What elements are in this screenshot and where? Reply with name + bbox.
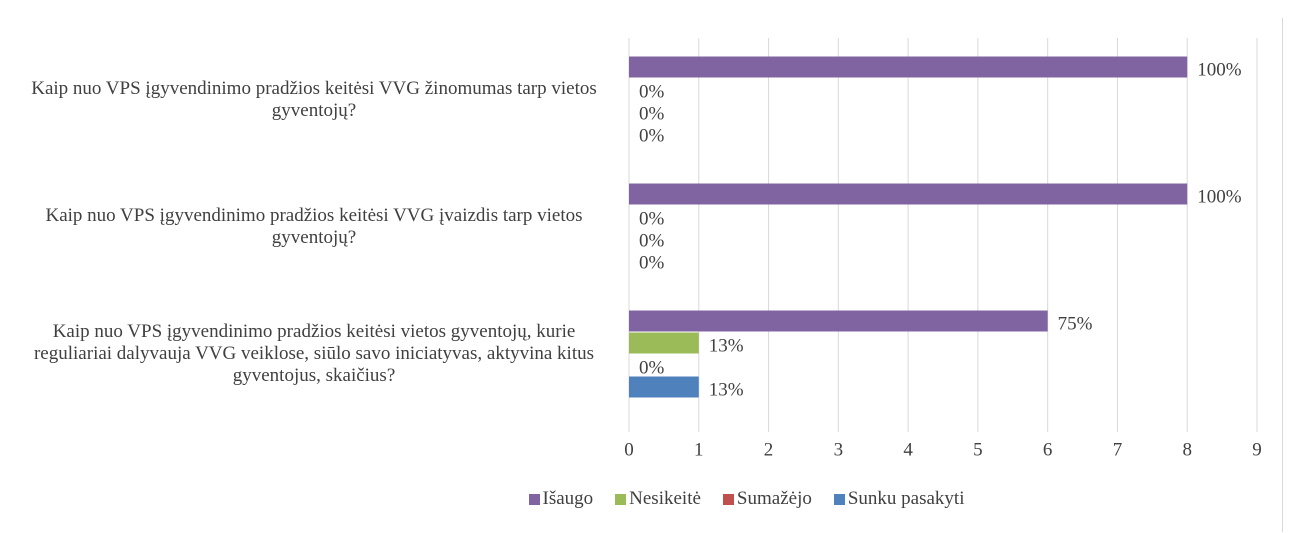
- bar: [629, 332, 699, 354]
- data-label: 13%: [709, 379, 744, 400]
- legend-item: Sunku pasakyti: [833, 488, 965, 510]
- x-tick-label: 2: [764, 439, 774, 460]
- legend-item: Sumažėjo: [722, 488, 812, 510]
- x-tick-label: 3: [834, 439, 844, 460]
- x-tick-label: 1: [694, 439, 704, 460]
- data-label: 0%: [639, 357, 665, 378]
- legend: Išaugo Nesikeitė Sumažėjo Sunku pasakyti: [0, 488, 1293, 510]
- bar: [629, 183, 1188, 205]
- category-label: Kaip nuo VPS įgyvendinimo pradžios keitė…: [33, 321, 595, 386]
- data-label: 0%: [639, 230, 665, 251]
- bar: [629, 56, 1188, 78]
- x-tick-label: 8: [1182, 439, 1192, 460]
- x-tick-label: 6: [1043, 439, 1053, 460]
- data-label: 0%: [639, 81, 665, 102]
- legend-swatch: [833, 493, 845, 505]
- bar: [629, 376, 699, 398]
- legend-swatch: [722, 493, 734, 505]
- data-label: 0%: [639, 125, 665, 146]
- legend-label: Sunku pasakyti: [847, 488, 965, 509]
- data-label: 0%: [639, 208, 665, 229]
- x-tick-label: 9: [1252, 439, 1262, 460]
- x-tick-label: 0: [624, 439, 634, 460]
- legend-label: Išaugo: [542, 488, 594, 509]
- legend-swatch: [615, 493, 627, 505]
- data-label: 0%: [639, 252, 665, 273]
- bar: [629, 310, 1048, 332]
- legend-label: Nesikeitė: [629, 488, 701, 509]
- legend-label: Sumažėjo: [736, 488, 812, 509]
- chart-frame: [0, 18, 1283, 532]
- data-label: 100%: [1197, 59, 1242, 80]
- category-label: Kaip nuo VPS įgyvendinimo pradžios keitė…: [45, 205, 583, 248]
- data-label: 13%: [709, 335, 744, 356]
- x-tick-label: 7: [1113, 439, 1123, 460]
- x-tick-label: 4: [903, 439, 913, 460]
- legend-item: Nesikeitė: [615, 488, 701, 510]
- data-label: 100%: [1197, 186, 1242, 207]
- category-label: Kaip nuo VPS įgyvendinimo pradžios keitė…: [31, 78, 597, 121]
- legend-swatch: [528, 493, 540, 505]
- data-label: 75%: [1058, 313, 1093, 334]
- legend-item: Išaugo: [528, 488, 594, 510]
- data-label: 0%: [639, 103, 665, 124]
- x-tick-label: 5: [973, 439, 983, 460]
